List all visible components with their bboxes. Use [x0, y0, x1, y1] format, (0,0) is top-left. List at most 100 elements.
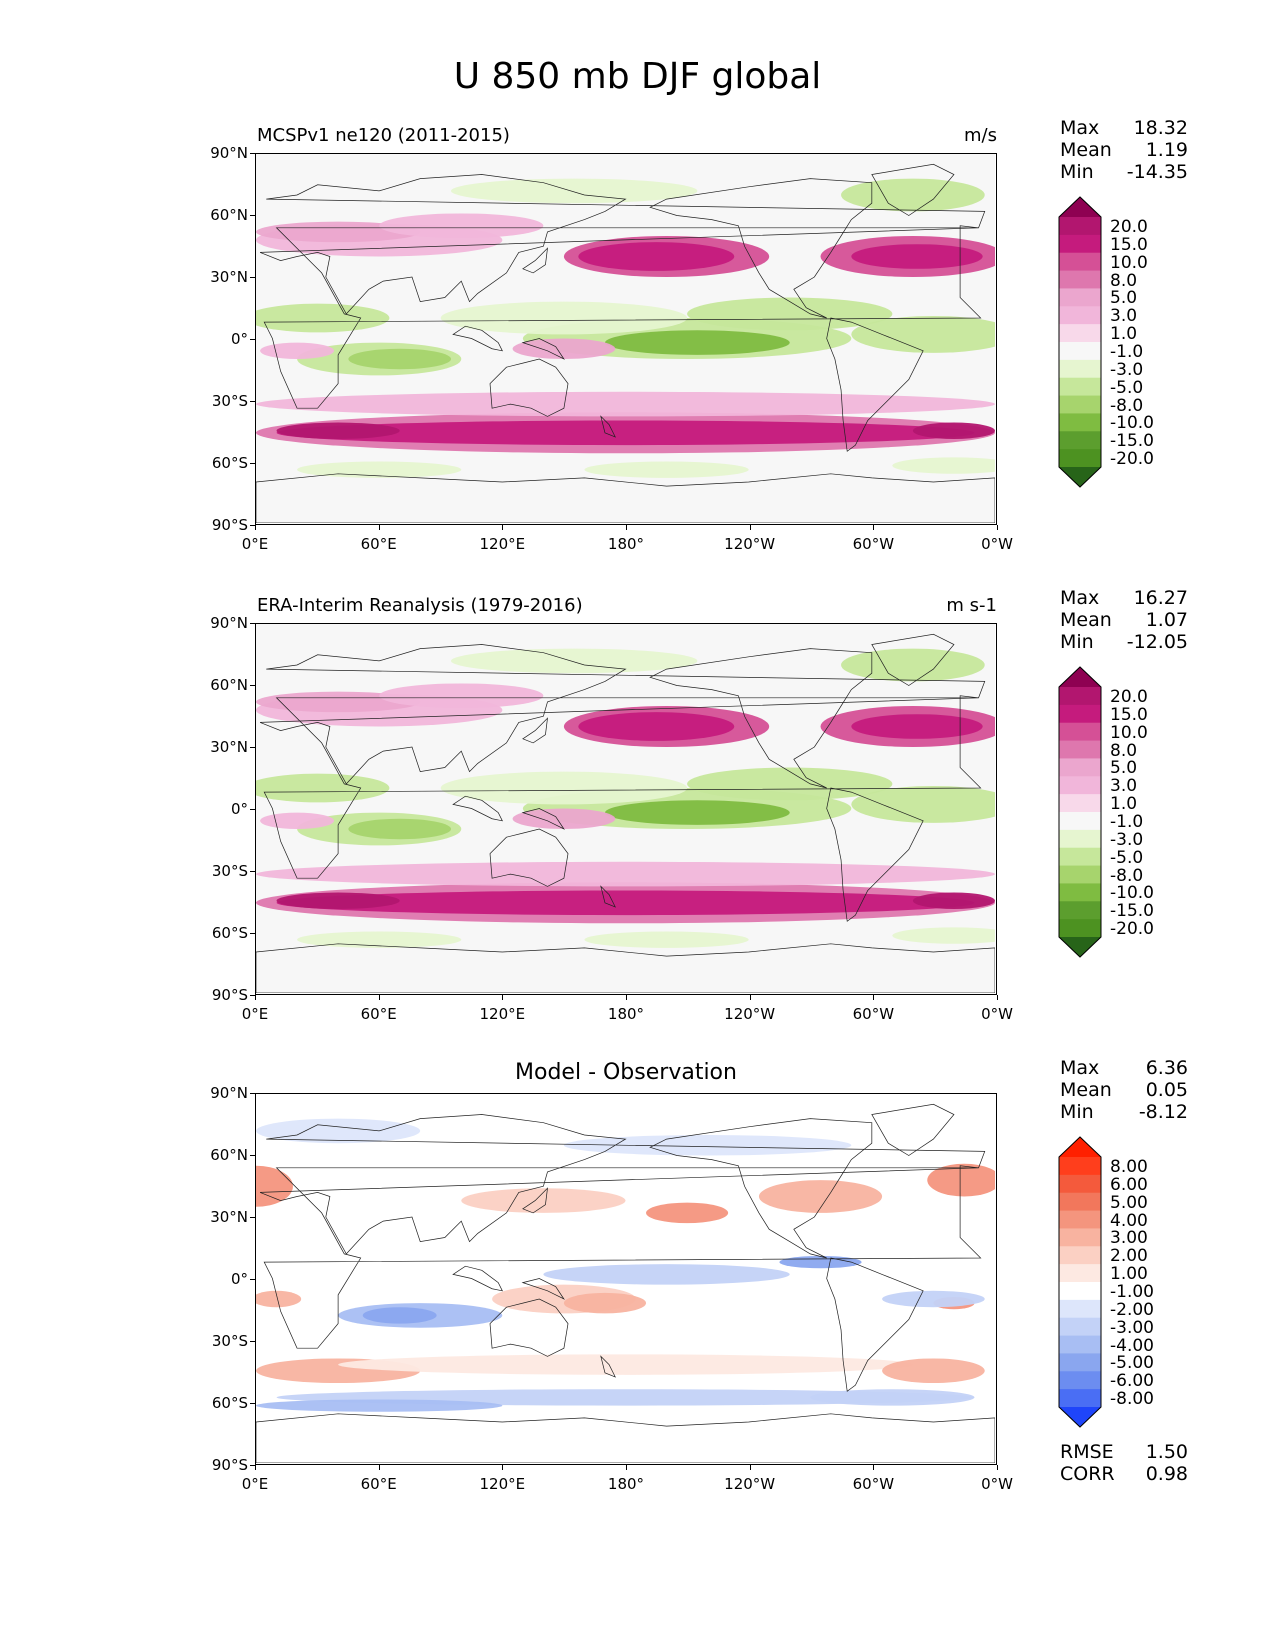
contour-region	[578, 242, 735, 271]
colorbar-level-label: -8.0	[1110, 395, 1144, 416]
longitude-tick-label: 0°E	[241, 1475, 269, 1493]
colorbar-level-label: 5.00	[1110, 1192, 1148, 1213]
latitude-tick-label: 0°	[230, 330, 248, 348]
colorbar-level-label: -2.00	[1110, 1299, 1154, 1320]
coastline	[452, 795, 503, 822]
coastline	[871, 1103, 955, 1156]
latitude-tick	[250, 809, 255, 810]
contour-region	[276, 422, 400, 439]
coastline	[649, 648, 873, 789]
map-plot	[255, 153, 997, 525]
colorbar-level-label: 1.0	[1110, 324, 1138, 345]
coastline	[452, 325, 503, 352]
stat-row: Max 18.32	[1060, 117, 1188, 139]
longitude-tick	[873, 995, 875, 1000]
colorbar-swatch	[1059, 413, 1101, 432]
contour-region	[256, 1399, 503, 1412]
stat-value: -14.35	[1126, 161, 1188, 183]
latitude-tick-label: 90°S	[211, 986, 248, 1004]
colorbar-swatch	[1059, 1317, 1101, 1337]
colorbar-level-label: -4.00	[1110, 1335, 1154, 1356]
latitude-tick-label: 90°S	[211, 1456, 248, 1474]
stat-name: Min	[1060, 631, 1094, 653]
colorbar-extend-bottom	[1059, 467, 1101, 487]
latitude-tick-label: 30°N	[210, 738, 248, 756]
stat-value: 0.05	[1145, 1079, 1188, 1101]
colorbar-level-label: 3.00	[1110, 1228, 1148, 1249]
contour-region	[256, 861, 995, 887]
longitude-tick-label: 60°W	[852, 535, 895, 553]
coastline	[263, 695, 982, 879]
longitude-tick	[873, 525, 875, 530]
colorbar-swatch	[1059, 1299, 1101, 1319]
contour-region	[687, 297, 893, 331]
latitude-tick	[250, 1403, 255, 1404]
contour-region	[440, 301, 688, 335]
colorbar-level-label: -10.0	[1110, 883, 1154, 904]
stat-name: Max	[1060, 587, 1100, 609]
colorbar-swatch	[1059, 812, 1101, 831]
colorbar-level-label: -10.0	[1110, 413, 1154, 434]
contour-region	[451, 648, 698, 674]
colorbar-swatch	[1059, 252, 1101, 272]
longitude-tick-label: 120°W	[724, 1475, 776, 1493]
colorbar-swatch	[1059, 919, 1101, 938]
longitude-tick-label: 120°E	[479, 1005, 526, 1023]
stat-value: 1.07	[1145, 609, 1188, 631]
contour-region	[841, 178, 985, 212]
longitude-tick-label: 0°W	[981, 535, 1013, 553]
longitude-tick	[378, 995, 380, 1000]
coastline	[600, 415, 616, 438]
colorbar-level-label: 8.0	[1110, 270, 1138, 291]
colorbar-swatch	[1059, 687, 1101, 706]
colorbar-level-label: 4.00	[1110, 1210, 1148, 1231]
coastline	[259, 1114, 986, 1255]
longitude-tick	[255, 995, 256, 1000]
colorbar-swatch	[1059, 758, 1101, 777]
contour-region	[512, 338, 616, 359]
contour-region	[851, 714, 983, 739]
contour-region	[256, 1165, 293, 1207]
coastline	[521, 338, 565, 360]
latitude-tick-label: 30°S	[211, 862, 248, 880]
longitude-tick	[749, 525, 751, 530]
colorbar-extend-bottom	[1059, 937, 1101, 957]
contour-region	[256, 391, 995, 417]
colorbar-swatches	[1058, 666, 1102, 958]
stat-row: Min -8.12	[1060, 1101, 1188, 1123]
latitude-tick-label: 90°N	[210, 144, 248, 162]
colorbar-level-label: 10.0	[1110, 722, 1148, 743]
colorbar-level-label: -15.0	[1110, 431, 1154, 452]
latitude-tick	[250, 525, 255, 526]
colorbar-swatches	[1058, 1136, 1102, 1428]
colorbar-swatch	[1059, 1353, 1101, 1372]
colorbar-level-label: 3.0	[1110, 306, 1138, 327]
colorbar-level-label: 5.0	[1110, 758, 1138, 779]
latitude-tick-label: 90°S	[211, 516, 248, 534]
contour-region	[379, 213, 544, 239]
longitude-tick-label: 120°E	[479, 535, 526, 553]
coastline	[489, 1298, 569, 1357]
coastline	[521, 808, 565, 830]
stat-row: Max 6.36	[1060, 1057, 1188, 1079]
colorbar-level-label: -20.0	[1110, 449, 1154, 470]
colorbar-swatch	[1059, 704, 1101, 724]
stats-block: Max 18.32 Mean 1.19 Min -14.35	[1060, 117, 1188, 183]
contour-region	[276, 420, 975, 446]
coastline	[826, 787, 924, 922]
latitude-tick-label: 60°N	[210, 1146, 248, 1164]
colorbar-swatch	[1059, 1192, 1101, 1212]
contour-region	[851, 244, 983, 269]
colorbar-level-label: -1.00	[1110, 1281, 1154, 1302]
latitude-tick	[250, 933, 255, 934]
colorbar-level-label: -1.0	[1110, 811, 1144, 832]
stat-name: Min	[1060, 161, 1094, 183]
stat-row: Mean 1.19	[1060, 139, 1188, 161]
contour-region	[256, 1290, 302, 1308]
latitude-tick	[250, 1217, 255, 1218]
latitude-tick-label: 0°	[230, 800, 248, 818]
coastline	[649, 178, 873, 319]
coastline	[521, 1278, 565, 1300]
contour-region	[543, 1264, 790, 1285]
coastline	[263, 225, 982, 409]
